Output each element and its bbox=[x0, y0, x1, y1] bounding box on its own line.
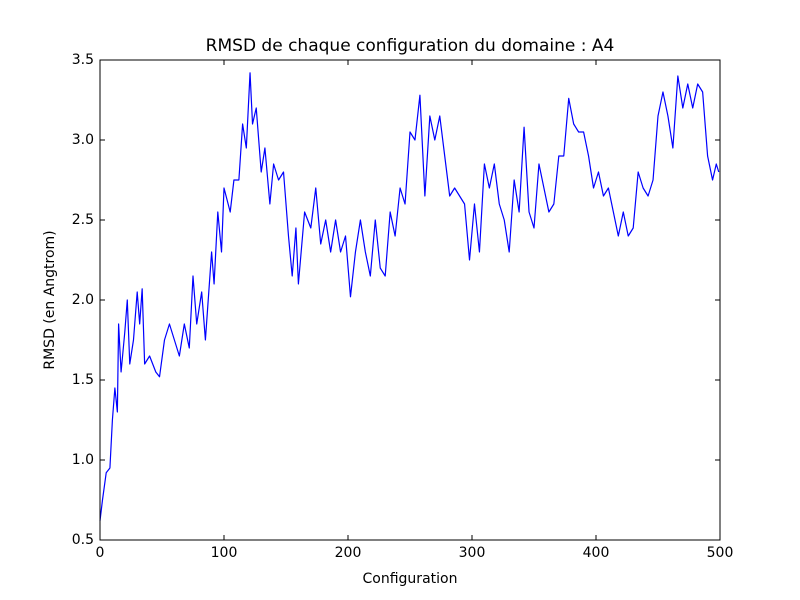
y-axis-label: RMSD (en Angtrom) bbox=[42, 230, 58, 369]
x-tick-label: 100 bbox=[211, 545, 238, 561]
y-tick-label: 1.5 bbox=[72, 372, 94, 388]
y-tick-label: 2.0 bbox=[72, 292, 94, 308]
y-tick-label: 3.0 bbox=[72, 132, 94, 148]
x-tick-label: 0 bbox=[96, 545, 105, 561]
x-tick-label: 200 bbox=[335, 545, 362, 561]
y-tick-label: 0.5 bbox=[72, 532, 94, 548]
x-tick-label: 500 bbox=[707, 545, 734, 561]
chart-title: RMSD de chaque configuration du domaine … bbox=[206, 36, 615, 56]
x-tick-label: 400 bbox=[583, 545, 610, 561]
plot-area bbox=[99, 72, 720, 521]
y-tick-label: 3.5 bbox=[72, 52, 94, 68]
y-tick-label: 2.5 bbox=[72, 212, 94, 228]
x-axis-label: Configuration bbox=[363, 571, 458, 587]
x-tick-label: 300 bbox=[459, 545, 486, 561]
data-line bbox=[99, 72, 720, 521]
y-tick-label: 1.0 bbox=[72, 452, 94, 468]
